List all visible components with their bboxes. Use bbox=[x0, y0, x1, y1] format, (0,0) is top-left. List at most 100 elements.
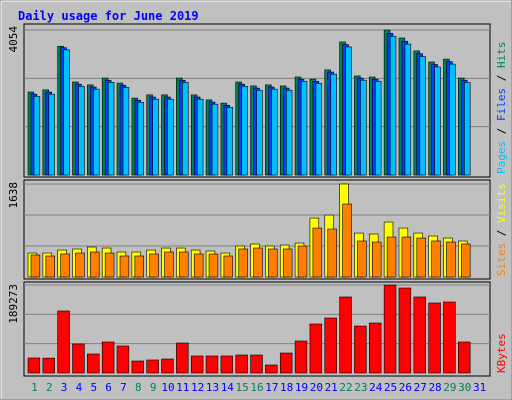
bar bbox=[300, 80, 308, 176]
bar bbox=[383, 284, 397, 374]
legend-separator: / bbox=[495, 121, 508, 141]
bar bbox=[63, 49, 70, 176]
bar bbox=[208, 253, 219, 278]
bar bbox=[271, 88, 278, 176]
legend: Sites / Visits bbox=[495, 183, 508, 276]
bar bbox=[27, 357, 41, 374]
bar bbox=[458, 341, 471, 374]
bar bbox=[386, 236, 397, 278]
bar bbox=[93, 88, 100, 176]
bar bbox=[75, 252, 85, 278]
legend-entry: Sites bbox=[495, 243, 508, 276]
legend-entry: Files bbox=[495, 88, 508, 121]
bar bbox=[327, 228, 337, 278]
bar bbox=[250, 354, 263, 374]
y-tick-label: 4054 bbox=[7, 26, 20, 53]
bar bbox=[357, 240, 367, 278]
x-tick-label: 31 bbox=[473, 381, 486, 394]
bar bbox=[315, 83, 323, 176]
x-tick-label: 22 bbox=[339, 381, 352, 394]
bar bbox=[345, 46, 352, 176]
bar bbox=[354, 325, 367, 374]
x-tick-label: 28 bbox=[428, 381, 441, 394]
bar bbox=[256, 89, 263, 176]
bar bbox=[134, 255, 145, 278]
x-tick-label: 7 bbox=[120, 381, 127, 394]
legend-entry: Pages bbox=[495, 141, 508, 174]
x-tick-label: 10 bbox=[161, 381, 174, 394]
bar bbox=[116, 345, 130, 374]
bar bbox=[360, 79, 367, 176]
x-tick-label: 4 bbox=[76, 381, 83, 394]
bar bbox=[193, 253, 204, 278]
bar bbox=[119, 255, 130, 278]
bar bbox=[241, 85, 248, 176]
x-tick-label: 13 bbox=[206, 381, 219, 394]
x-tick-label: 19 bbox=[295, 381, 308, 394]
bar bbox=[339, 296, 352, 374]
bar bbox=[235, 354, 248, 374]
bar bbox=[389, 35, 397, 176]
bar bbox=[72, 343, 85, 374]
x-tick-label: 6 bbox=[105, 381, 112, 394]
x-tick-label: 29 bbox=[443, 381, 456, 394]
bar bbox=[434, 66, 441, 176]
x-tick-label: 18 bbox=[280, 381, 293, 394]
x-tick-label: 1 bbox=[31, 381, 38, 394]
x-tick-label: 3 bbox=[61, 381, 68, 394]
bar bbox=[285, 89, 293, 176]
bar bbox=[464, 82, 471, 176]
chart-title: Daily usage for June 2019 bbox=[18, 9, 199, 23]
x-tick-label: 11 bbox=[176, 381, 189, 394]
bar bbox=[57, 310, 70, 374]
x-tick-label: 30 bbox=[458, 381, 471, 394]
x-tick-label: 21 bbox=[325, 381, 338, 394]
x-tick-label: 9 bbox=[150, 381, 157, 394]
x-tick-label: 17 bbox=[265, 381, 278, 394]
bar bbox=[413, 296, 426, 374]
bar bbox=[416, 237, 426, 278]
bar bbox=[282, 248, 293, 278]
bar bbox=[238, 248, 248, 278]
bar bbox=[368, 322, 382, 374]
bar bbox=[428, 302, 441, 374]
bar bbox=[146, 359, 159, 374]
x-tick-label: 20 bbox=[310, 381, 323, 394]
x-tick-label: 5 bbox=[90, 381, 97, 394]
bar bbox=[87, 353, 100, 374]
y-tick-label: 1638 bbox=[7, 182, 20, 209]
bar bbox=[371, 241, 382, 278]
bar bbox=[78, 85, 85, 176]
bar bbox=[374, 80, 382, 176]
bar bbox=[330, 73, 337, 176]
bar bbox=[30, 254, 41, 278]
bar bbox=[107, 82, 115, 176]
bar bbox=[33, 96, 41, 176]
x-tick-label: 23 bbox=[354, 381, 367, 394]
bar bbox=[122, 87, 130, 176]
bar bbox=[297, 245, 308, 278]
bar bbox=[176, 342, 189, 374]
bar bbox=[446, 241, 456, 278]
bar bbox=[226, 107, 234, 176]
legend-entry: Visits bbox=[495, 183, 508, 223]
legend-entry: KBytes bbox=[495, 333, 508, 373]
x-tick-label: 2 bbox=[46, 381, 53, 394]
bar bbox=[253, 247, 263, 278]
legend-entry: Hits bbox=[495, 42, 508, 69]
x-tick-label: 27 bbox=[414, 381, 427, 394]
bar bbox=[419, 56, 426, 176]
bar bbox=[309, 323, 323, 374]
bar bbox=[131, 360, 145, 374]
bar bbox=[90, 251, 100, 278]
legend: Pages / Files / Hits bbox=[495, 42, 508, 175]
bar bbox=[48, 93, 55, 176]
bar bbox=[443, 301, 456, 374]
x-tick-label: 14 bbox=[221, 381, 235, 394]
legend: KBytes bbox=[495, 333, 508, 373]
bar bbox=[164, 251, 174, 278]
bar bbox=[182, 82, 189, 176]
bar bbox=[205, 355, 219, 374]
bar bbox=[265, 364, 278, 374]
